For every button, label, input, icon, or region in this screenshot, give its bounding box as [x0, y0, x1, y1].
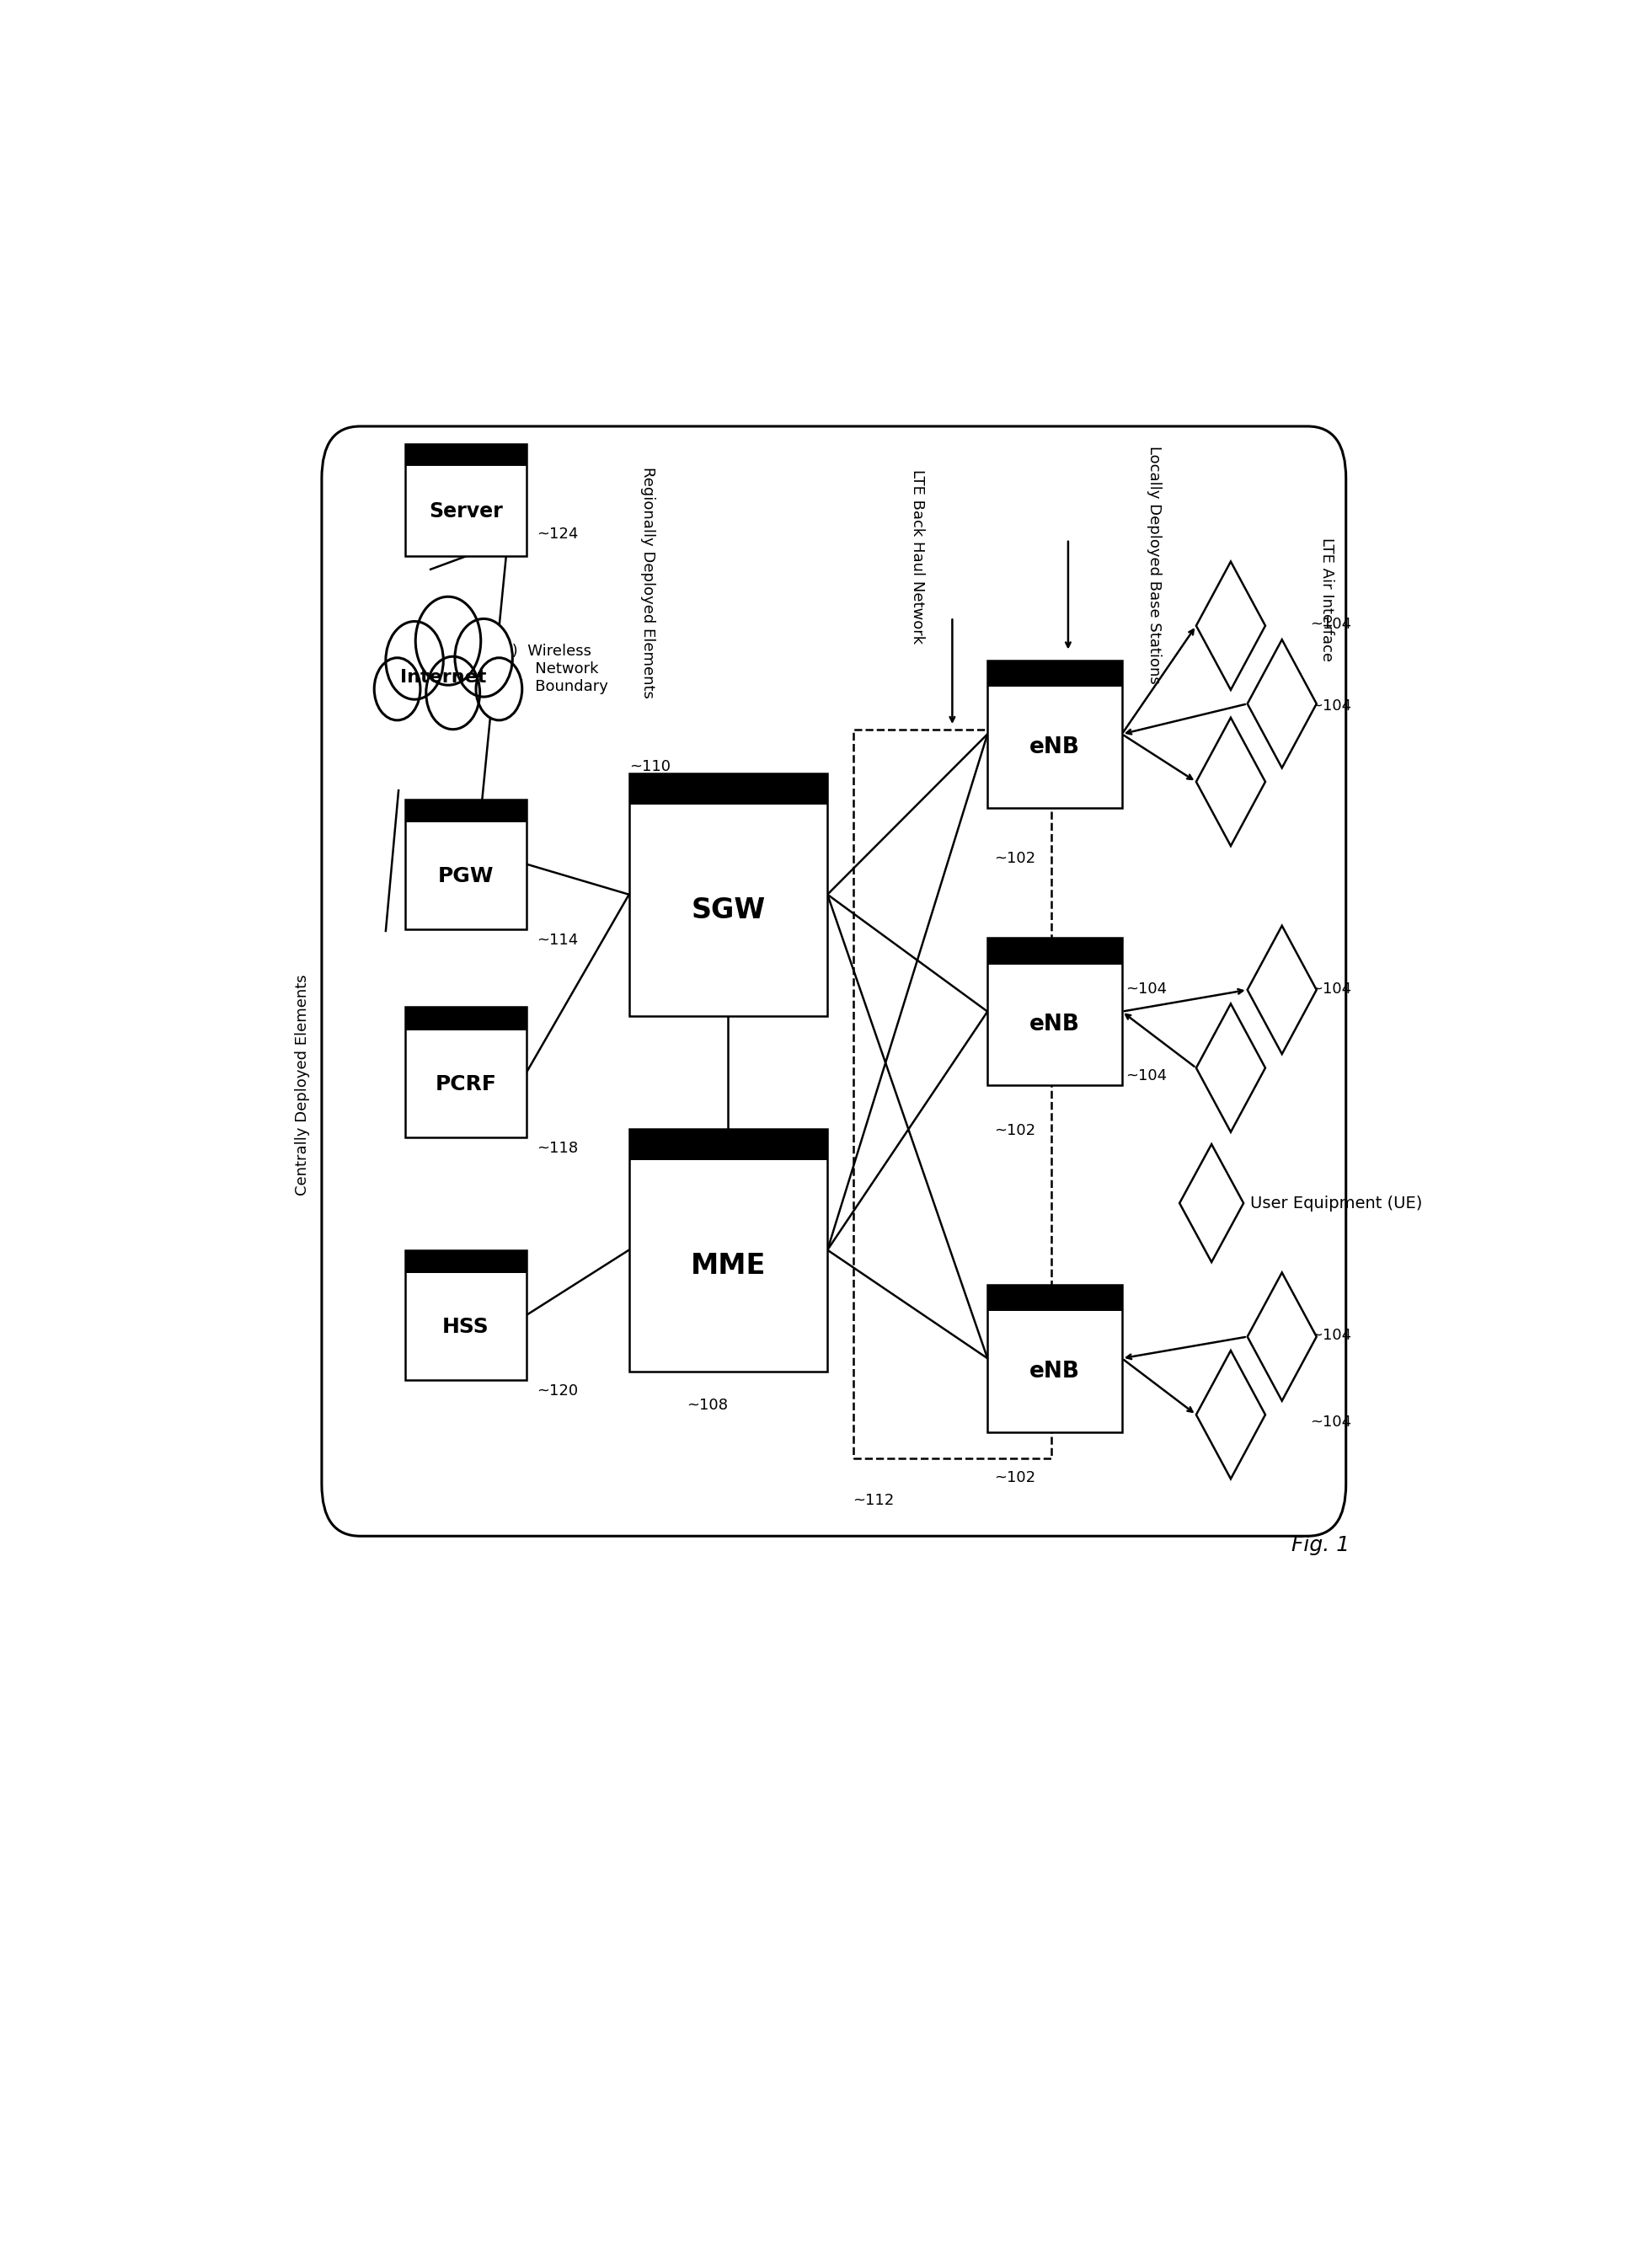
Circle shape — [416, 597, 481, 685]
Text: HSS: HSS — [443, 1317, 489, 1338]
Polygon shape — [1247, 1272, 1317, 1401]
Polygon shape — [1196, 1004, 1265, 1133]
Bar — [405, 1250, 527, 1272]
Polygon shape — [1180, 1144, 1244, 1261]
Bar — [988, 1284, 1122, 1311]
Text: eNB: eNB — [1029, 1013, 1080, 1036]
Bar — [988, 937, 1122, 964]
Text: ~104: ~104 — [1125, 982, 1168, 995]
Bar — [988, 660, 1122, 687]
Text: ~112: ~112 — [852, 1493, 894, 1509]
Text: ~110: ~110 — [629, 759, 671, 775]
Text: ~104: ~104 — [1310, 1414, 1351, 1430]
Text: Internet: Internet — [400, 669, 486, 687]
Bar — [405, 799, 527, 822]
Text: LTE Air Interface: LTE Air Interface — [1320, 538, 1335, 662]
Bar — [629, 772, 828, 804]
Bar — [988, 660, 1122, 808]
Bar — [405, 444, 527, 466]
Polygon shape — [1247, 640, 1317, 768]
Text: Locally Deployed Base Stations: Locally Deployed Base Stations — [1146, 446, 1161, 685]
Text: MME: MME — [691, 1252, 767, 1279]
Text: ~102: ~102 — [995, 1471, 1036, 1486]
Circle shape — [387, 622, 443, 700]
Text: ~104: ~104 — [1310, 617, 1351, 633]
Text: PGW: PGW — [438, 865, 494, 885]
Circle shape — [375, 658, 420, 721]
Text: ~114: ~114 — [537, 932, 578, 948]
Bar — [405, 1250, 527, 1380]
Polygon shape — [1196, 561, 1265, 689]
Text: eNB: eNB — [1029, 1360, 1080, 1383]
Text: ~122: ~122 — [482, 820, 524, 835]
Text: ~104: ~104 — [1125, 1067, 1168, 1083]
Text: ~104: ~104 — [1310, 1329, 1351, 1342]
Text: Server: Server — [430, 502, 502, 522]
Text: PCRF: PCRF — [434, 1074, 497, 1094]
Text: Centrally Deployed Elements: Centrally Deployed Elements — [296, 975, 311, 1196]
Text: ( )  Wireless
       Network
       Boundary: ( ) Wireless Network Boundary — [501, 644, 608, 694]
Bar — [405, 1007, 527, 1031]
FancyBboxPatch shape — [322, 426, 1346, 1536]
Bar — [988, 937, 1122, 1085]
Circle shape — [426, 658, 479, 730]
Bar — [629, 772, 828, 1016]
Bar — [852, 730, 1052, 1457]
Bar — [405, 1007, 527, 1137]
Text: ~102: ~102 — [995, 851, 1036, 867]
Text: ~102: ~102 — [995, 1124, 1036, 1140]
Text: ~124: ~124 — [537, 527, 578, 543]
Polygon shape — [1247, 926, 1317, 1054]
Circle shape — [476, 658, 522, 721]
Circle shape — [454, 619, 512, 696]
Text: ~118: ~118 — [537, 1142, 578, 1155]
Bar — [405, 444, 527, 556]
Text: ~104: ~104 — [1310, 698, 1351, 714]
Text: User Equipment (UE): User Equipment (UE) — [1251, 1196, 1422, 1212]
Text: ~120: ~120 — [537, 1383, 578, 1398]
Text: ~108: ~108 — [687, 1396, 729, 1412]
Text: Regionally Deployed Elements: Regionally Deployed Elements — [641, 466, 656, 698]
Bar — [988, 1284, 1122, 1432]
Text: Fig. 1: Fig. 1 — [1292, 1534, 1350, 1554]
Bar — [629, 1128, 828, 1160]
Polygon shape — [1196, 1351, 1265, 1480]
Text: SGW: SGW — [691, 896, 765, 923]
Text: LTE Back Haul Network: LTE Back Haul Network — [910, 468, 925, 644]
Bar — [629, 1128, 828, 1371]
Bar — [405, 799, 527, 930]
Polygon shape — [1196, 718, 1265, 847]
Text: eNB: eNB — [1029, 736, 1080, 759]
Text: ~104: ~104 — [1310, 982, 1351, 995]
